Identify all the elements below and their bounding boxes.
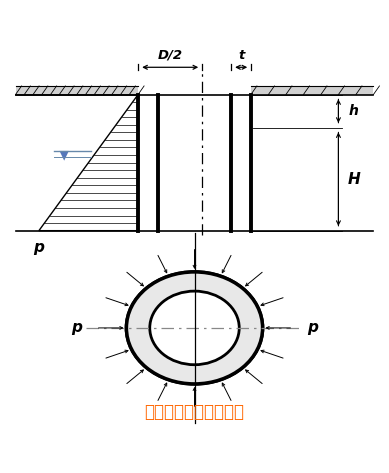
Bar [16, 86, 138, 95]
Polygon shape [60, 151, 69, 161]
Text: D/2: D/2 [158, 49, 183, 62]
Text: 护壁受力分析计算简图: 护壁受力分析计算简图 [144, 403, 245, 421]
Text: t: t [238, 49, 244, 62]
Ellipse shape [150, 291, 239, 365]
Ellipse shape [126, 272, 263, 384]
Text: p: p [71, 320, 82, 335]
Bar [251, 86, 373, 95]
Text: H: H [348, 172, 361, 187]
Text: p: p [33, 240, 44, 255]
Text: p: p [307, 320, 318, 335]
Text: h: h [348, 104, 358, 118]
